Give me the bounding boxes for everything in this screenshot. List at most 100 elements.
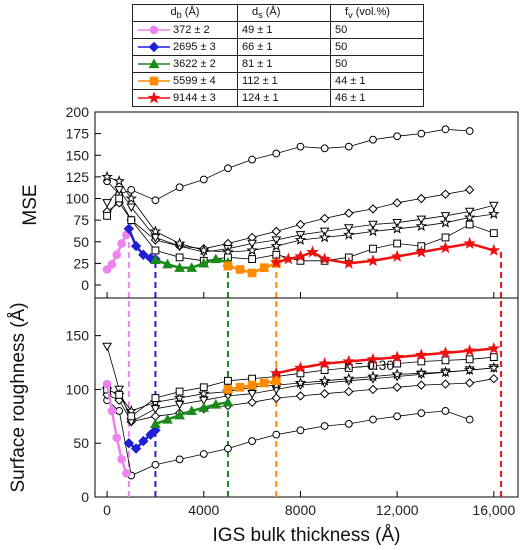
open-series-point bbox=[416, 380, 427, 390]
open-series-point bbox=[295, 219, 306, 230]
colored-series bbox=[150, 253, 234, 272]
legend-row: 5599 ± 4 112 ± 1 44 ± 1 bbox=[132, 72, 424, 90]
legend-table: db (Å) ds (Å) fv (vol.%) 372 ± 2 49 ± 1 50… bbox=[132, 4, 424, 107]
open-series-point bbox=[127, 216, 136, 225]
open-series-point bbox=[368, 204, 378, 214]
legend-swatch bbox=[138, 92, 170, 104]
colored-series bbox=[269, 236, 501, 269]
colored-series-point bbox=[223, 385, 233, 394]
colored-series-point bbox=[415, 348, 428, 361]
open-series-point bbox=[246, 244, 258, 256]
colored-series-point bbox=[282, 252, 295, 265]
open-series-point bbox=[271, 393, 281, 403]
open-series-point bbox=[247, 239, 257, 249]
open-series-point bbox=[441, 407, 450, 415]
colored-series-point bbox=[439, 241, 452, 254]
colored-series-point bbox=[130, 443, 142, 454]
y-tick-label: 200 bbox=[66, 104, 90, 120]
y-tick-label: 125 bbox=[66, 169, 90, 185]
open-series-point bbox=[175, 387, 184, 396]
legend-swatch bbox=[138, 76, 170, 86]
colored-series-point bbox=[174, 262, 185, 272]
open-series-point bbox=[344, 208, 354, 218]
colored-series-point bbox=[210, 253, 222, 264]
open-series-point bbox=[296, 426, 305, 435]
open-series-point bbox=[441, 233, 450, 242]
legend-swatch bbox=[138, 58, 170, 69]
colored-series-point bbox=[235, 265, 245, 274]
colored-series-point bbox=[138, 249, 149, 260]
legend-db-value: 372 ± 2 bbox=[173, 24, 210, 37]
colored-series bbox=[223, 376, 281, 394]
open-series-point bbox=[392, 382, 402, 392]
open-series-point bbox=[391, 222, 403, 234]
open-series-point bbox=[440, 379, 451, 389]
legend-db-value: 9144 ± 3 bbox=[173, 92, 216, 105]
colored-series-point bbox=[150, 254, 161, 265]
open-series-point bbox=[465, 415, 474, 424]
panel-frame bbox=[94, 111, 519, 299]
open-series-point bbox=[101, 170, 113, 182]
colored-series-point bbox=[269, 366, 283, 379]
colored-series-point bbox=[210, 398, 222, 409]
x-axis-label: IGS bulk thickness (Å) bbox=[213, 525, 401, 546]
colored-series-point bbox=[415, 245, 428, 258]
open-series-point bbox=[150, 233, 161, 243]
colored-series-point bbox=[247, 380, 257, 390]
open-series-point bbox=[344, 419, 353, 428]
open-series-point bbox=[247, 397, 257, 408]
open-series-line bbox=[106, 356, 494, 417]
open-series-point bbox=[127, 412, 136, 421]
open-series-point bbox=[248, 437, 257, 445]
open-series-point bbox=[440, 189, 451, 199]
open-series-point bbox=[270, 240, 283, 251]
y-axis-label: MSE bbox=[20, 184, 41, 225]
colored-series-point bbox=[223, 261, 233, 271]
colored-series-point bbox=[162, 414, 173, 424]
open-series-point bbox=[295, 391, 306, 401]
legend-db-cell: 9144 ± 3 bbox=[132, 89, 238, 107]
open-series-point bbox=[343, 228, 355, 240]
open-series-point bbox=[115, 390, 124, 399]
open-series-point bbox=[465, 127, 474, 135]
x-tick-label: 0 bbox=[103, 502, 111, 518]
open-series-point bbox=[224, 164, 232, 173]
open-series-point bbox=[489, 373, 499, 384]
open-series-point bbox=[151, 246, 160, 255]
open-series-point bbox=[318, 231, 331, 243]
open-series-point bbox=[151, 460, 160, 469]
open-series-point bbox=[415, 367, 428, 379]
colored-series-point bbox=[318, 252, 331, 265]
y-tick-label: 50 bbox=[73, 435, 89, 451]
open-series-line bbox=[106, 128, 470, 201]
open-series-point bbox=[391, 368, 403, 380]
legend-row: 2695 ± 3 66 ± 1 50 bbox=[132, 38, 424, 56]
open-series-point bbox=[368, 384, 378, 395]
open-series-point bbox=[318, 374, 331, 386]
open-series-point bbox=[343, 372, 355, 384]
y-axis-label: Surface roughness (Å) bbox=[8, 302, 29, 492]
x-tick-label: 12,000 bbox=[376, 502, 419, 518]
legend-fv-value: 46 ± 1 bbox=[330, 89, 424, 107]
open-series-point bbox=[416, 215, 427, 225]
open-series-point bbox=[344, 142, 353, 151]
colored-series-point bbox=[259, 378, 269, 388]
colored-series-point bbox=[247, 268, 257, 278]
open-series-point bbox=[320, 144, 329, 153]
colored-series-point bbox=[294, 361, 307, 374]
legend-swatch-marker bbox=[148, 41, 160, 53]
open-series-point bbox=[115, 407, 124, 415]
colored-series-point bbox=[150, 418, 161, 428]
colored-series-point bbox=[117, 455, 126, 464]
colored-series-point bbox=[122, 469, 131, 478]
open-series-point bbox=[439, 216, 452, 228]
open-series-point bbox=[247, 390, 257, 399]
open-series-point bbox=[294, 376, 307, 388]
colored-series-point bbox=[342, 354, 356, 367]
annotation-label: x = 0.30 bbox=[344, 357, 394, 373]
roughness-panel: 0 50 100 150 Surface roughness (Å) bbox=[8, 297, 519, 505]
colored-series-point bbox=[112, 250, 122, 260]
colored-series-point bbox=[259, 263, 269, 273]
open-series-point bbox=[464, 378, 475, 388]
